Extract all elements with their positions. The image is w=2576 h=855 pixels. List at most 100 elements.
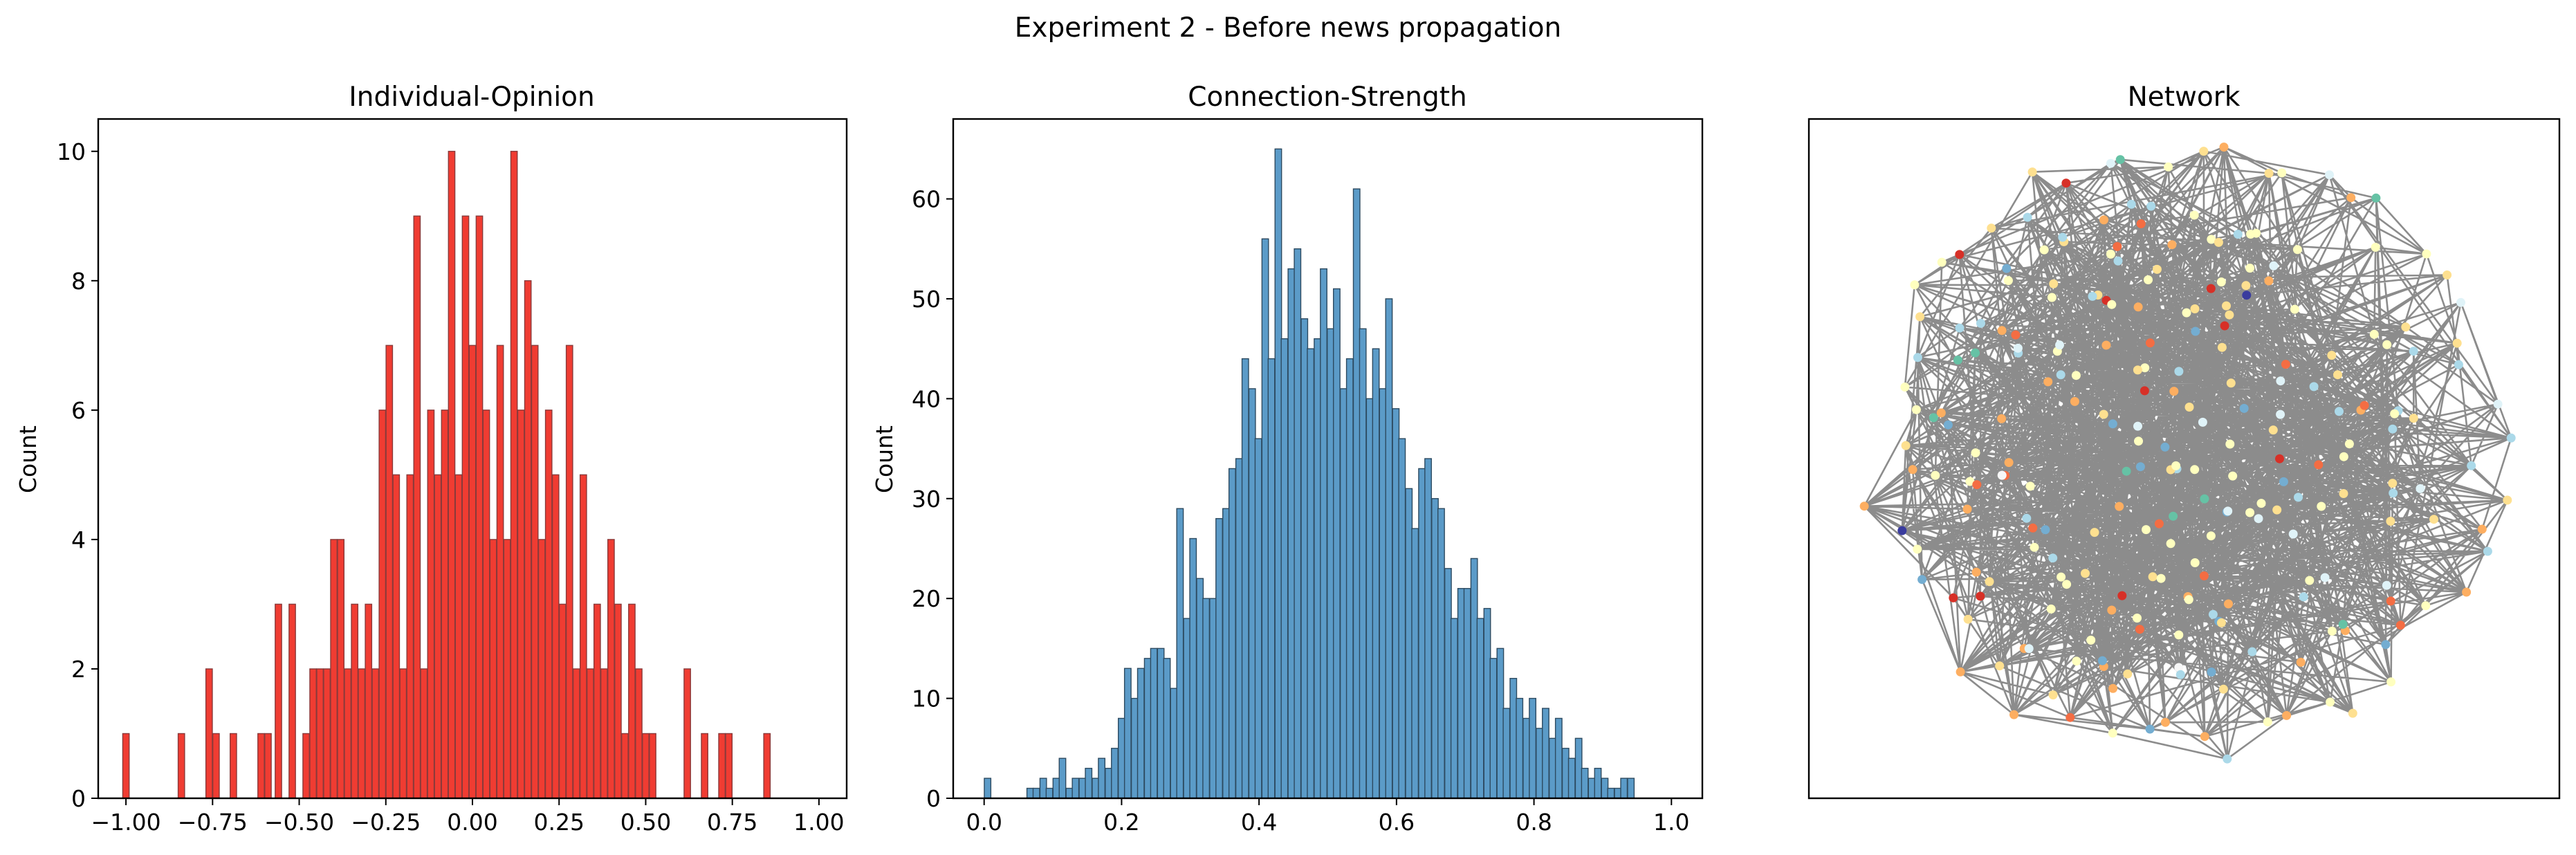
x-tick-label: 0.50 <box>620 809 671 836</box>
network-node <box>2409 347 2418 356</box>
network-node <box>1995 661 2005 671</box>
network-node <box>2174 367 2184 376</box>
histogram-bar <box>1235 458 1243 799</box>
network-node <box>2144 275 2153 284</box>
network-node <box>2276 410 2285 419</box>
network-node <box>1962 504 1972 514</box>
histogram-bar <box>1352 188 1361 799</box>
histogram-bar <box>614 603 622 799</box>
histogram-bar <box>510 151 518 799</box>
network-node <box>2409 414 2418 423</box>
histogram-bar <box>1561 748 1570 799</box>
histogram-bar <box>1300 318 1309 799</box>
network-node <box>2167 240 2177 250</box>
network-node <box>2190 465 2200 475</box>
network-node <box>1965 477 1975 486</box>
network-node <box>1910 280 1920 290</box>
histogram-bar <box>1398 438 1406 799</box>
network-node <box>2359 401 2369 410</box>
x-tick-label: 0.00 <box>447 809 497 836</box>
histogram-bar <box>1052 778 1060 799</box>
network-node <box>2030 542 2039 552</box>
network-node <box>2216 277 2226 287</box>
histogram-bar <box>1202 598 1211 799</box>
histogram-bar <box>551 474 560 799</box>
network-node <box>2256 499 2266 508</box>
network-node <box>2220 321 2229 331</box>
histogram-bar <box>385 344 394 799</box>
network-node <box>2245 508 2255 517</box>
network-node <box>2320 573 2330 582</box>
network-node <box>2046 604 2056 614</box>
network-node <box>2099 215 2108 225</box>
network-node <box>2276 376 2285 386</box>
opinion-title: Individual-Opinion <box>349 82 595 113</box>
network-node <box>2225 310 2234 320</box>
network-node <box>2115 155 2125 165</box>
histogram-bar <box>1418 468 1426 799</box>
histogram-bar <box>1581 767 1589 799</box>
network-node <box>2048 553 2058 563</box>
histogram-bar <box>323 668 331 799</box>
histogram-bar <box>177 733 185 799</box>
histogram-bar <box>1502 708 1511 799</box>
opinion-ylabel: Count <box>15 425 42 493</box>
x-tick-label: 0.8 <box>1516 809 1552 836</box>
network-node <box>2339 489 2348 498</box>
network-node <box>1908 465 1917 475</box>
histogram-bar <box>448 151 456 799</box>
network-node <box>1976 318 1985 328</box>
histogram-bar <box>288 603 296 799</box>
histogram-bar <box>1365 398 1374 799</box>
histogram-bar <box>1085 767 1093 799</box>
network-node <box>2333 370 2342 380</box>
histogram-bar <box>1267 358 1276 799</box>
histogram-bar <box>1092 778 1100 799</box>
network-node <box>2382 580 2391 590</box>
network-node <box>2327 626 2337 636</box>
x-tick-label: 0.6 <box>1379 809 1415 836</box>
network-node <box>2281 360 2290 369</box>
strength-histogram-panel: Connection-Strength Count 0.0 0.2 0.4 0.6 0.… <box>871 82 1704 836</box>
y-tick-label: 4 <box>71 526 86 553</box>
histogram-bar <box>378 410 387 799</box>
network-node <box>2254 514 2263 524</box>
histogram-bar <box>1379 388 1387 799</box>
histogram-bar <box>984 778 992 799</box>
network-node <box>2327 351 2337 360</box>
network-node <box>2326 697 2335 707</box>
network-node <box>2088 291 2097 301</box>
histogram-bar <box>454 474 463 799</box>
network-node <box>2223 754 2232 764</box>
network-node <box>2136 219 2146 228</box>
histogram-bar <box>406 474 414 799</box>
network-node <box>2043 377 2053 387</box>
network-node <box>1985 577 1994 587</box>
histogram-bar <box>1189 537 1197 799</box>
histogram-bar <box>1522 717 1531 799</box>
network-node <box>2025 481 2035 491</box>
network-node <box>2049 279 2059 288</box>
histogram-bar <box>607 539 615 799</box>
network-node <box>1913 544 1922 554</box>
network-node <box>2097 656 2107 665</box>
network-frame <box>1807 118 2561 800</box>
y-tick-label: 6 <box>71 397 86 424</box>
histogram-bar <box>1614 787 1622 799</box>
histogram-bar <box>482 410 490 799</box>
network-node <box>2503 495 2512 505</box>
network-node <box>1997 414 2007 423</box>
network-node <box>2058 232 2068 242</box>
network-node <box>1917 575 1927 585</box>
histogram-bar <box>683 668 691 799</box>
network-node <box>2247 647 2257 656</box>
histogram-bar <box>1130 697 1139 799</box>
network-node <box>2294 493 2303 502</box>
histogram-bar <box>1542 708 1549 799</box>
histogram-bar <box>1294 248 1302 799</box>
network-node <box>2462 587 2472 597</box>
network-node <box>2055 340 2064 350</box>
network-node <box>1897 526 1907 535</box>
network-node <box>2113 256 2123 266</box>
network-node <box>1955 323 1965 333</box>
